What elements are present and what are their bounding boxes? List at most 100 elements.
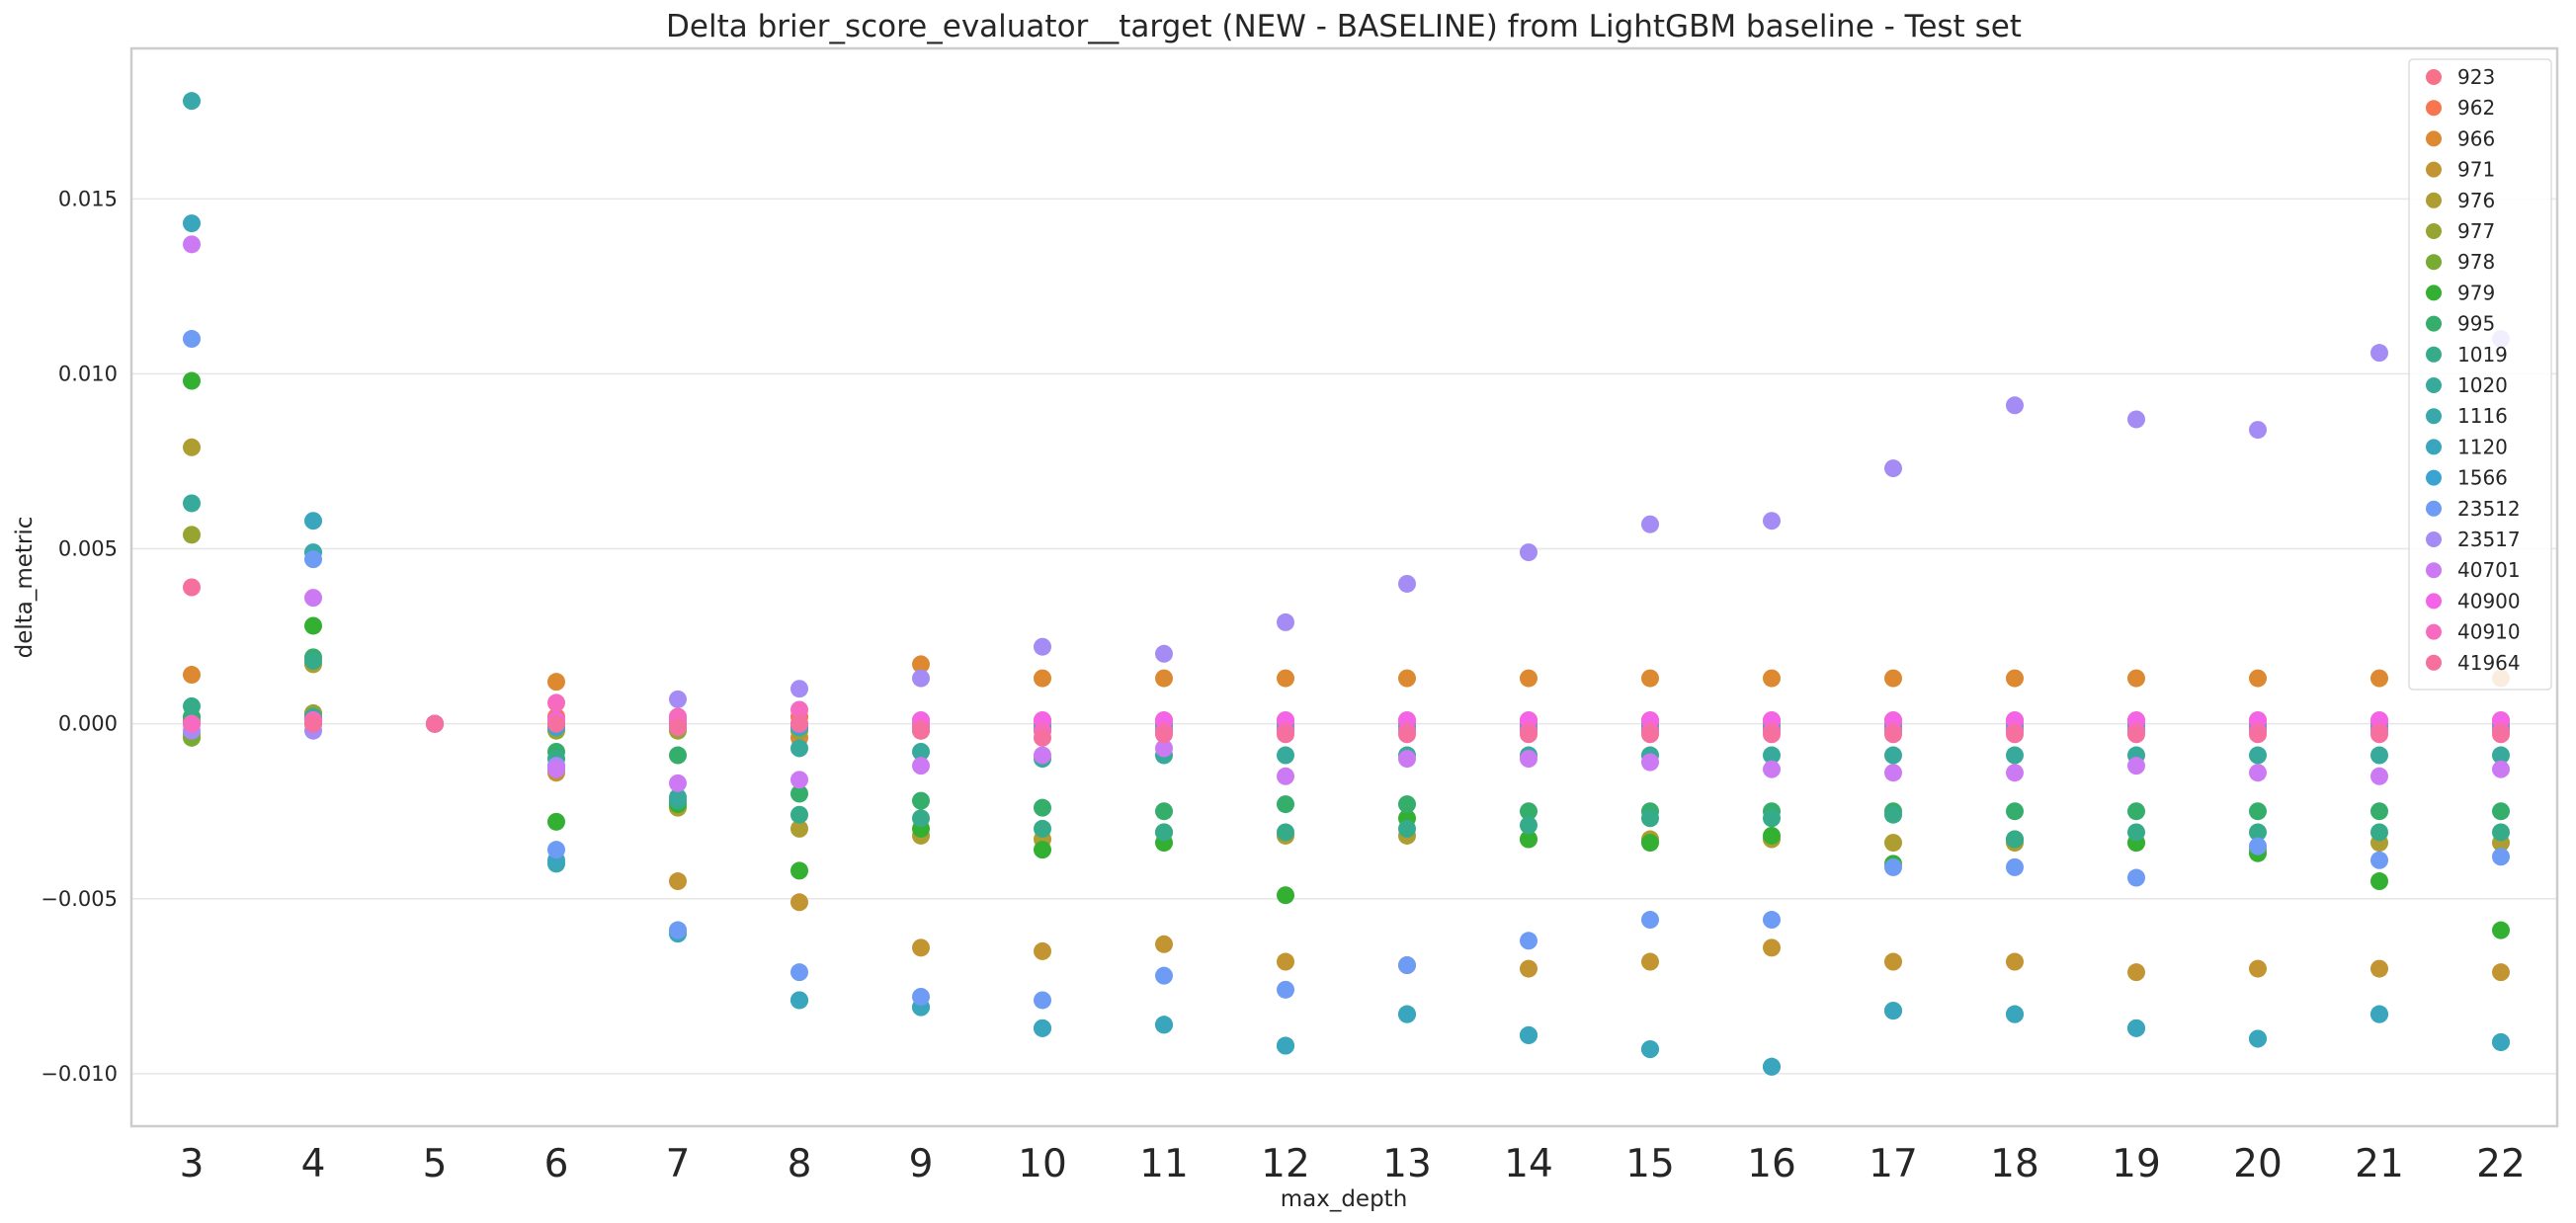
data-point-971 — [1277, 952, 1294, 971]
data-point-23517 — [1884, 459, 1902, 478]
data-point-1120 — [2492, 1032, 2510, 1051]
legend-marker — [2426, 408, 2442, 425]
data-point-41964 — [1034, 728, 1051, 747]
y-axis-label: delta_metric — [12, 517, 38, 659]
data-point-23517 — [1277, 612, 1294, 631]
data-point-979 — [790, 861, 808, 880]
data-point-995 — [2492, 802, 2510, 821]
data-point-971 — [1884, 952, 1902, 971]
legend-label: 23517 — [2457, 528, 2521, 551]
data-point-23512 — [2006, 857, 2024, 876]
legend: 923 962 966 971 976 977 978 979 995 1019 1020 1116 1… — [2408, 58, 2552, 691]
data-point-23517 — [1398, 574, 1416, 593]
data-point-1019 — [2006, 830, 2024, 849]
legend-label: 40701 — [2457, 558, 2521, 582]
legend-label: 23512 — [2457, 497, 2521, 521]
data-point-1019 — [304, 651, 322, 670]
data-point-995 — [2249, 802, 2267, 821]
data-point-971 — [1155, 935, 1173, 953]
x-tick-label: 21 — [2355, 1142, 2404, 1186]
data-point-1116 — [183, 92, 201, 111]
legend-label: 995 — [2457, 312, 2495, 336]
data-point-41964 — [1520, 725, 1537, 744]
data-point-40701 — [1884, 764, 1902, 782]
data-point-1120 — [1034, 1019, 1051, 1037]
data-point-1019 — [912, 809, 930, 828]
data-point-979 — [547, 812, 565, 831]
data-point-1019 — [2127, 823, 2145, 842]
legend-marker — [2426, 593, 2442, 610]
data-point-966 — [1398, 669, 1416, 688]
data-point-23512 — [1155, 966, 1173, 985]
x-tick-label: 14 — [1504, 1142, 1553, 1186]
data-point-41964 — [1763, 725, 1781, 744]
data-point-1120 — [1277, 1036, 1294, 1055]
legend-label: 971 — [2457, 158, 2495, 182]
legend-label: 977 — [2457, 219, 2495, 243]
y-tick-label: −0.010 — [41, 1062, 118, 1086]
legend-marker — [2426, 315, 2442, 332]
data-point-976 — [183, 438, 201, 456]
data-point-40701 — [1641, 753, 1659, 772]
data-point-971 — [1034, 941, 1051, 960]
data-point-995 — [1398, 795, 1416, 814]
data-point-23512 — [1641, 911, 1659, 930]
data-point-966 — [1277, 669, 1294, 688]
data-point-977 — [183, 526, 201, 544]
data-point-966 — [2006, 669, 2024, 688]
data-point-40701 — [183, 235, 201, 254]
data-point-40701 — [2127, 757, 2145, 775]
legend-marker — [2426, 531, 2442, 547]
data-point-1120 — [1520, 1025, 1537, 1044]
data-point-40701 — [912, 757, 930, 775]
data-point-971 — [669, 872, 687, 891]
data-point-966 — [1155, 669, 1173, 688]
x-tick-label: 8 — [788, 1142, 812, 1186]
data-point-971 — [1641, 952, 1659, 971]
x-ticks: 3 4 5 6 7 8 9 10 11 12 13 14 15 16 17 18 19 20 21 22 — [180, 1142, 2526, 1186]
x-axis-label: max_depth — [1281, 1186, 1408, 1212]
data-point-979 — [1277, 886, 1294, 905]
data-point-1120 — [304, 512, 322, 530]
data-point-40701 — [1398, 750, 1416, 769]
data-point-41964 — [912, 721, 930, 740]
x-tick-label: 22 — [2476, 1142, 2526, 1186]
data-point-966 — [1520, 669, 1537, 688]
data-point-1019 — [2370, 823, 2388, 842]
data-point-979 — [1641, 834, 1659, 853]
data-point-966 — [183, 666, 201, 685]
data-point-1020 — [2492, 746, 2510, 765]
data-point-40701 — [2006, 764, 2024, 782]
data-point-23512 — [1034, 991, 1051, 1010]
plot-frame — [129, 46, 2559, 1128]
chart-title: Delta brier_score_evaluator__target (NEW… — [666, 9, 2022, 44]
data-point-40701 — [2370, 767, 2388, 785]
data-point-23517 — [1155, 644, 1173, 663]
data-point-41964 — [1155, 725, 1173, 744]
data-point-41964 — [2249, 725, 2267, 744]
x-tick-label: 15 — [1625, 1142, 1675, 1186]
data-point-40701 — [1763, 760, 1781, 778]
data-point-966 — [912, 655, 930, 674]
x-tick-label: 10 — [1018, 1142, 1067, 1186]
legend-marker — [2426, 439, 2442, 455]
y-ticks: −0.010 −0.005 0.000 0.005 0.010 0.015 — [41, 187, 118, 1086]
data-point-966 — [1034, 669, 1051, 688]
data-point-23512 — [304, 550, 322, 569]
data-point-41964 — [669, 718, 687, 737]
data-point-1120 — [2006, 1005, 2024, 1023]
data-point-971 — [2370, 959, 2388, 978]
data-point-23517 — [912, 669, 930, 688]
data-point-23512 — [790, 963, 808, 982]
data-point-966 — [547, 673, 565, 692]
data-point-976 — [1884, 834, 1902, 853]
data-point-971 — [912, 938, 930, 957]
data-point-41964 — [304, 714, 322, 733]
legend-marker — [2426, 69, 2442, 85]
data-point-41964 — [2492, 725, 2510, 744]
x-tick-label: 16 — [1747, 1142, 1796, 1186]
legend-label: 1120 — [2457, 435, 2508, 458]
data-point-23517 — [2006, 396, 2024, 415]
x-tick-label: 12 — [1261, 1142, 1310, 1186]
data-point-23512 — [1884, 857, 1902, 876]
